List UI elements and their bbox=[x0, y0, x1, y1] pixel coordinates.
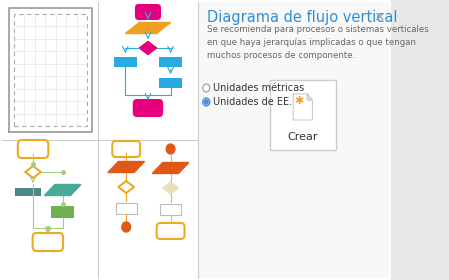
Bar bbox=[114, 57, 136, 67]
Circle shape bbox=[204, 100, 208, 104]
Polygon shape bbox=[25, 166, 41, 178]
Polygon shape bbox=[125, 22, 171, 34]
Text: Unidades métricas: Unidades métricas bbox=[213, 83, 304, 93]
Bar bbox=[160, 204, 181, 214]
Circle shape bbox=[166, 144, 175, 154]
Polygon shape bbox=[307, 94, 313, 100]
Text: ✱: ✱ bbox=[295, 96, 304, 106]
Polygon shape bbox=[108, 162, 145, 172]
Bar bbox=[32, 188, 41, 196]
FancyBboxPatch shape bbox=[0, 0, 392, 280]
Bar bbox=[159, 78, 182, 88]
Text: Unidades de EE. UU.: Unidades de EE. UU. bbox=[213, 97, 313, 107]
Text: Se recomienda para procesos o sistemas verticales
en que haya jerarquías implica: Se recomienda para procesos o sistemas v… bbox=[207, 25, 429, 60]
Polygon shape bbox=[139, 41, 157, 55]
Circle shape bbox=[203, 98, 210, 106]
Circle shape bbox=[122, 222, 131, 232]
Polygon shape bbox=[152, 162, 189, 174]
Bar bbox=[51, 206, 74, 218]
FancyBboxPatch shape bbox=[112, 141, 140, 157]
Text: Crear: Crear bbox=[288, 132, 318, 142]
FancyBboxPatch shape bbox=[135, 4, 161, 20]
Polygon shape bbox=[119, 181, 134, 193]
Circle shape bbox=[203, 84, 210, 92]
Bar bbox=[23, 188, 32, 196]
Text: Diagrama de flujo vertical: Diagrama de flujo vertical bbox=[207, 10, 398, 25]
FancyBboxPatch shape bbox=[133, 99, 163, 117]
Bar bbox=[199, 2, 389, 278]
FancyBboxPatch shape bbox=[18, 140, 48, 158]
FancyBboxPatch shape bbox=[33, 233, 63, 251]
Bar bbox=[15, 188, 23, 196]
Bar bbox=[116, 202, 136, 214]
FancyBboxPatch shape bbox=[157, 223, 185, 239]
Text: ×: × bbox=[373, 10, 385, 24]
FancyBboxPatch shape bbox=[270, 80, 336, 150]
Polygon shape bbox=[163, 182, 178, 194]
Polygon shape bbox=[44, 185, 81, 195]
Polygon shape bbox=[293, 94, 313, 120]
Bar bbox=[159, 57, 182, 67]
